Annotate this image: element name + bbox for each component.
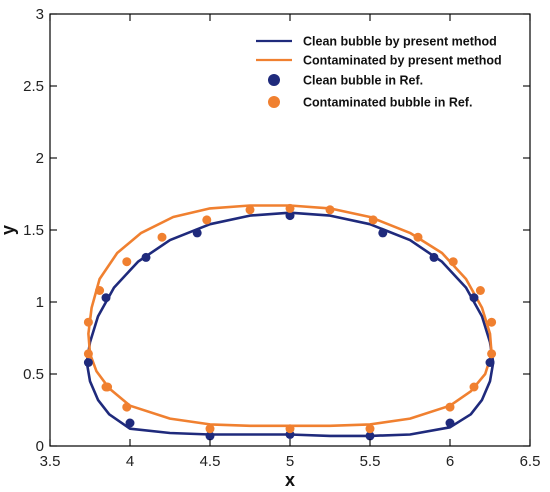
legend-item-clean-ref: Clean bubble in Ref. xyxy=(268,74,423,88)
y-tick-label: 0 xyxy=(36,438,44,455)
plot-points xyxy=(83,203,497,441)
data-point-series-3 xyxy=(103,382,113,392)
legend-label-contaminated-line: Contaminated by present method xyxy=(303,54,502,68)
data-point-series-3 xyxy=(325,205,335,215)
x-tick-label: 6 xyxy=(446,453,454,470)
x-tick-label: 5 xyxy=(286,453,294,470)
data-point-series-3 xyxy=(487,317,497,327)
data-point-series-3 xyxy=(413,232,423,242)
data-point-series-2 xyxy=(125,418,135,428)
axis-ticks xyxy=(49,13,531,447)
legend-item-contaminated-ref: Contaminated bubble in Ref. xyxy=(268,96,472,110)
data-point-series-3 xyxy=(83,317,93,327)
data-point-series-2 xyxy=(141,252,151,262)
series-line-1 xyxy=(87,204,493,428)
y-tick-label: 2 xyxy=(36,150,44,167)
x-tick-label: 4.5 xyxy=(200,453,221,470)
data-point-series-3 xyxy=(448,257,458,267)
data-point-series-3 xyxy=(445,402,455,412)
x-tick-label: 4 xyxy=(126,453,134,470)
y-tick-label: 1.5 xyxy=(23,222,44,239)
plot-curves xyxy=(85,204,495,438)
data-point-series-2 xyxy=(445,418,455,428)
legend-label-contaminated-ref: Contaminated bubble in Ref. xyxy=(303,96,472,110)
data-point-series-3 xyxy=(157,232,167,242)
tick-labels: 3.5 4 4.5 5 5.5 6 6.5 0 0.5 1 1.5 2 2.5 3 xyxy=(23,6,540,470)
data-point-series-3 xyxy=(475,286,485,295)
legend-label-clean-ref: Clean bubble in Ref. xyxy=(303,74,423,88)
x-tick-label: 6.5 xyxy=(520,453,541,470)
plot-frame xyxy=(49,13,531,447)
data-point-series-3 xyxy=(95,286,105,295)
y-tick-label: 3 xyxy=(36,6,44,23)
data-point-series-3 xyxy=(365,424,375,434)
y-tick-label: 0.5 xyxy=(23,366,44,383)
data-point-series-2 xyxy=(192,228,202,238)
y-tick-label: 2.5 xyxy=(23,78,44,95)
data-point-series-3 xyxy=(285,203,295,213)
data-point-series-2 xyxy=(378,228,388,238)
data-point-series-2 xyxy=(205,431,215,441)
data-point-series-2 xyxy=(365,431,375,441)
legend-label-clean-line: Clean bubble by present method xyxy=(303,35,497,49)
data-point-series-3 xyxy=(487,349,497,359)
data-point-series-3 xyxy=(122,402,132,412)
data-point-series-3 xyxy=(469,382,479,392)
x-tick-label: 3.5 xyxy=(40,453,61,470)
x-tick-label: 5.5 xyxy=(360,453,381,470)
data-point-series-3 xyxy=(285,424,295,434)
data-point-series-3 xyxy=(368,215,378,225)
data-point-series-2 xyxy=(285,211,295,221)
data-point-series-2 xyxy=(101,293,111,303)
x-axis-label: x xyxy=(285,470,295,490)
data-point-series-3 xyxy=(202,215,212,225)
data-point-series-2 xyxy=(83,358,93,367)
y-axis-label: y xyxy=(0,225,18,235)
data-point-series-2 xyxy=(469,293,479,303)
y-tick-label: 1 xyxy=(36,294,44,311)
data-point-series-3 xyxy=(245,205,255,215)
legend-item-clean-line: Clean bubble by present method xyxy=(256,35,497,49)
data-point-series-3 xyxy=(83,349,93,359)
legend-item-contaminated-line: Contaminated by present method xyxy=(256,54,502,68)
data-point-series-3 xyxy=(122,257,132,267)
data-point-series-2 xyxy=(485,358,495,367)
data-point-series-2 xyxy=(429,252,439,262)
legend: Clean bubble by present method Contamina… xyxy=(256,35,502,110)
data-point-series-3 xyxy=(205,424,215,434)
